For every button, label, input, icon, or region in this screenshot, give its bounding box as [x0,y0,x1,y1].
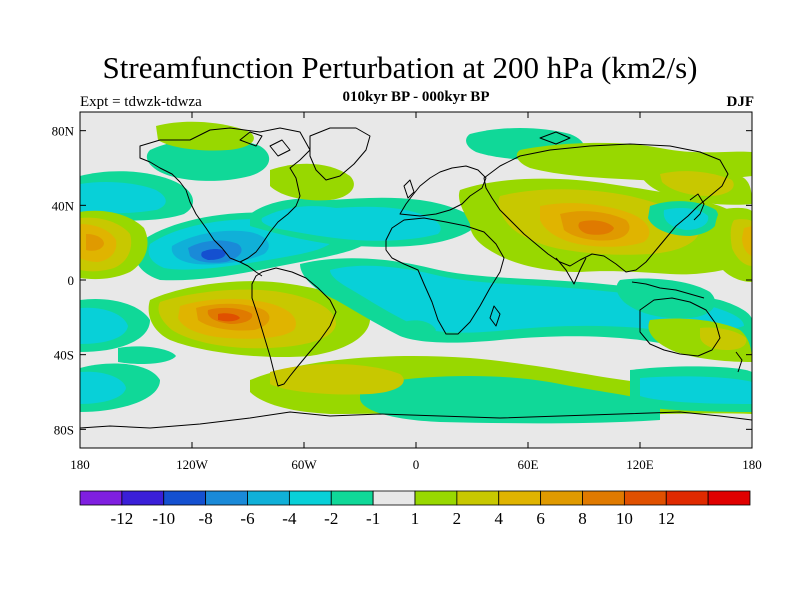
colorbar-swatch [707,490,751,506]
lon-tick-label: 60W [291,457,317,472]
contour-neg-north-pacific-west-cyan [80,182,166,214]
lon-tick-label: 120W [176,457,209,472]
coast-antarctica [80,411,752,429]
colorbar-label: -1 [366,509,380,528]
colorbar-swatch [414,490,458,506]
colorbar-swatch [665,490,709,506]
colorbar-label: 6 [536,509,545,528]
coast-australia [639,297,721,357]
coast-arctic-islands [239,131,571,157]
colorbar-label: 2 [453,509,462,528]
contour-neg-alaska [146,138,270,181]
contour-pos-west-pacific-orange [742,226,752,256]
contour-pos-dateline-dark [86,234,104,251]
colorbar-swatch [456,490,500,506]
colorbar-label: 4 [495,509,504,528]
coastlines [80,127,752,429]
contour-neg-north-america-cyan [261,206,441,241]
colorbar-swatch [330,490,374,506]
lat-tick-label: 80N [52,124,75,139]
contour-pos-bering-green [156,121,254,151]
contour-field [80,112,752,448]
colorbar-swatch [163,490,207,506]
coast-japan [689,193,705,221]
contour-pos-east-asia-yellow [660,171,734,196]
contour-neg-japan-cyan [663,208,709,230]
colorbar-label: -8 [199,509,213,528]
contour-pos-south-pacific-10 [218,313,240,322]
lat-tick-label: 40N [52,198,75,213]
coast-north-america [139,127,311,263]
coast-asia [483,143,729,273]
lon-tick-label: 180 [70,457,90,472]
colorbar: -12 -10 -8 -6 -4 -2 -1 1 2 4 6 8 10 12 [79,490,751,528]
colorbar-swatch [247,490,290,506]
colorbar-swatch [79,490,123,506]
colorbar-label: -4 [282,509,297,528]
contour-neg-africa-small [401,320,436,338]
coast-uk [403,179,415,199]
lon-tick-label: 180 [742,457,762,472]
coast-africa [385,217,505,335]
lon-tick-label: 0 [413,457,420,472]
coast-indonesia [631,281,705,299]
coast-europe [399,165,487,217]
season-label: DJF [726,94,755,110]
lon-tick-label: 120E [626,457,654,472]
colorbar-label: 8 [578,509,587,528]
colorbar-label: -6 [240,509,254,528]
contour-pos-greenland [270,163,354,201]
lat-axis: 80N 40N 0 40S 80S [52,124,752,437]
colorbar-label: -2 [324,509,338,528]
lat-tick-label: 40S [54,348,74,363]
colorbar-swatch [498,490,542,506]
lat-tick-label: 0 [68,273,75,288]
coast-south-america [251,267,337,387]
contour-pos-australia [648,318,752,362]
colorbar-label: 1 [411,509,420,528]
colorbar-swatch [288,490,332,506]
contour-neg-patch-south [118,346,176,364]
lon-tick-label: 60E [518,457,539,472]
lat-tick-label: 80S [54,422,74,437]
colorbar-swatch [582,490,625,506]
colorbar-swatch [372,490,416,506]
time-range-label: 010kyr BP - 000kyr BP [342,89,490,105]
lon-axis: 180 120W 60W 0 60E 120E 180 [70,112,762,472]
contour-neg-central-pacific-8 [201,249,226,260]
coast-india [555,257,587,285]
colorbar-swatch [540,490,583,506]
contour-neg-west-south-pacific-cyan [80,307,128,344]
contour-neg-indian-south-cyan [640,376,752,404]
colorbar-label: -12 [111,509,134,528]
contour-neg-southwest-cyan [80,371,126,404]
chart-title: Streamfunction Perturbation at 200 hPa (… [102,50,698,85]
colorbar-label: 12 [658,509,675,528]
contour-pos-australia-yellow [700,327,747,350]
contour-neg-southern-teal [360,375,660,424]
colorbar-label: -10 [152,509,175,528]
coast-madagascar [489,305,501,327]
colorbar-swatch [623,490,667,506]
colorbar-swatch [205,490,248,506]
colorbar-swatch [121,490,165,506]
experiment-label: Expt = tdwzk-tdwza [80,94,202,110]
coast-greenland [309,127,371,181]
colorbar-label: 10 [616,509,633,528]
coast-new-zealand [735,351,743,373]
contour-pos-eurasia-8 [578,220,614,235]
contour-pos-south-atlantic-yellow [270,363,404,395]
